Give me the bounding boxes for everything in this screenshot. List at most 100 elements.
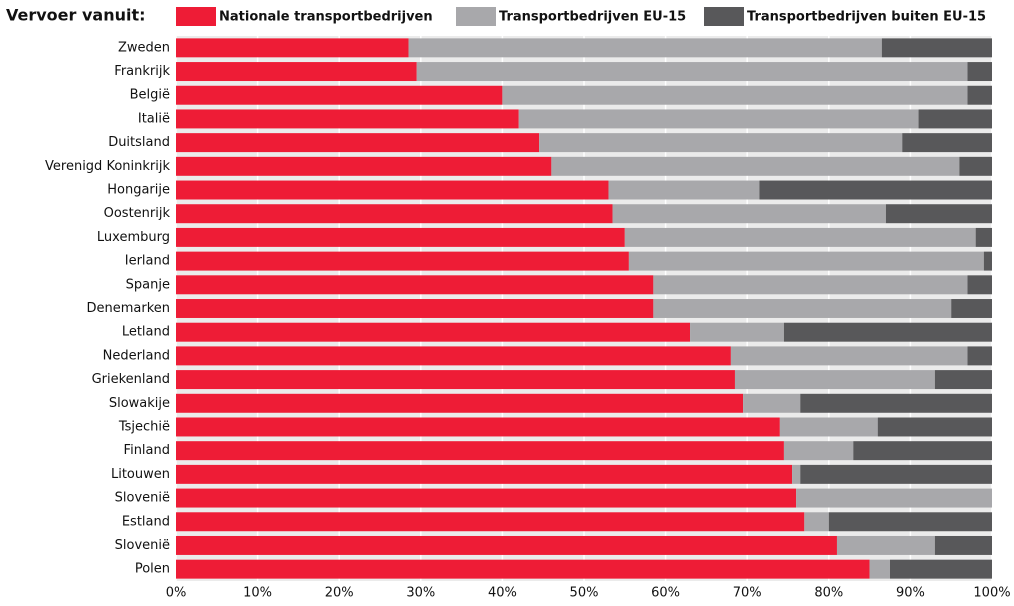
y-tick-label: Letland	[122, 325, 170, 340]
bar-segment	[408, 38, 882, 58]
bar-segment	[783, 322, 992, 342]
bar-segment	[176, 204, 613, 224]
bar-segment	[869, 559, 890, 579]
bar-segment	[628, 251, 984, 271]
bar-segment	[902, 133, 992, 153]
bar-segment	[951, 299, 992, 318]
y-tick-label: Spanje	[126, 277, 170, 292]
bar-segment	[502, 85, 968, 105]
y-tick-label: Slovenië	[115, 491, 170, 506]
bar-segment	[416, 62, 968, 82]
legend-label: Transportbedrijven EU-15	[499, 10, 686, 25]
bar-segment	[743, 393, 801, 413]
bar-segment	[885, 204, 992, 224]
bar-segment	[804, 512, 829, 532]
x-tick-label: 100%	[973, 586, 1010, 601]
bar-segment	[967, 346, 992, 366]
bar-segment	[779, 417, 878, 437]
legend-label: Nationale transportbedrijven	[219, 10, 433, 25]
bar-segment	[877, 417, 992, 437]
bar-segment	[934, 535, 992, 555]
legend-swatch	[456, 7, 496, 26]
bar-segment	[612, 204, 886, 224]
bar-segment	[176, 322, 691, 342]
bar-segment	[783, 441, 854, 461]
bar-segment	[176, 559, 870, 579]
bar-segment	[853, 441, 992, 461]
y-tick-label: Polen	[135, 562, 170, 577]
bar-segment	[608, 180, 760, 200]
bar-segment	[983, 251, 992, 271]
legend-label: Transportbedrijven buiten EU-15	[747, 10, 986, 25]
y-tick-label: Oostenrijk	[104, 206, 171, 221]
bar-segment	[176, 133, 540, 153]
bar-segment	[176, 85, 503, 105]
x-tick-label: 90%	[896, 586, 925, 601]
y-tick-label: Duitsland	[108, 135, 170, 150]
y-tick-label: Estland	[122, 514, 170, 529]
x-tick-label: 20%	[325, 586, 354, 601]
bar-segment	[800, 393, 992, 413]
bar-segment	[734, 370, 935, 390]
bar-segment	[800, 464, 992, 484]
bar-segment	[176, 275, 654, 295]
bar-segment	[690, 322, 784, 342]
bar-segment	[653, 299, 952, 318]
y-tick-label: Slowakije	[109, 396, 170, 411]
x-tick-label: 0%	[166, 586, 187, 601]
x-tick-label: 40%	[488, 586, 517, 601]
bar-segment	[759, 180, 992, 200]
bar-segment	[967, 62, 992, 82]
bar-segment	[959, 156, 992, 176]
x-tick-label: 50%	[570, 586, 599, 601]
y-tick-label: Griekenland	[92, 372, 170, 387]
y-tick-label: Ierland	[125, 254, 170, 269]
bar-segment	[624, 227, 976, 247]
y-tick-label: Denemarken	[86, 301, 170, 316]
y-tick-label: Verenigd Koninkrijk	[45, 159, 170, 174]
bar-segment	[176, 370, 735, 390]
bar-segment	[176, 464, 793, 484]
bar-segment	[551, 156, 960, 176]
bar-segment	[881, 38, 992, 58]
bar-segment	[176, 62, 417, 82]
x-tick-label: 60%	[651, 586, 680, 601]
bar-segment	[176, 251, 629, 271]
y-tick-label: Frankrijk	[114, 64, 170, 79]
bar-segment	[796, 488, 992, 508]
x-tick-label: 10%	[243, 586, 272, 601]
bar-segment	[176, 180, 609, 200]
bar-segment	[934, 370, 992, 390]
bar-segment	[176, 156, 552, 176]
y-tick-label: België	[130, 88, 170, 103]
y-tick-label: Italië	[138, 111, 170, 126]
bar-segment	[176, 38, 409, 58]
legend-swatch	[176, 7, 216, 26]
bar-segment	[176, 488, 797, 508]
bar-segment	[918, 109, 992, 129]
bar-segment	[176, 512, 805, 532]
bar-segment	[975, 227, 992, 247]
x-tick-label: 80%	[814, 586, 843, 601]
bar-segment	[730, 346, 968, 366]
bar-segment	[890, 559, 992, 579]
legend-title: Vervoer vanuit:	[6, 6, 146, 25]
y-tick-label: Slovenië	[115, 538, 170, 553]
x-tick-label: 30%	[406, 586, 435, 601]
bar-segment	[828, 512, 992, 532]
bar-segment	[836, 535, 935, 555]
y-tick-label: Litouwen	[111, 467, 170, 482]
bar-segment	[539, 133, 903, 153]
y-tick-label: Tsjechië	[118, 419, 170, 434]
bar-segment	[176, 299, 654, 318]
bar-segment	[176, 441, 784, 461]
y-tick-label: Luxemburg	[97, 230, 170, 245]
y-tick-label: Zweden	[118, 40, 170, 55]
bar-segment	[176, 535, 837, 555]
bar-segment	[518, 109, 919, 129]
bar-segment	[967, 275, 992, 295]
bar-segment	[792, 464, 801, 484]
bar-segment	[176, 417, 780, 437]
bar-segment	[176, 227, 625, 247]
